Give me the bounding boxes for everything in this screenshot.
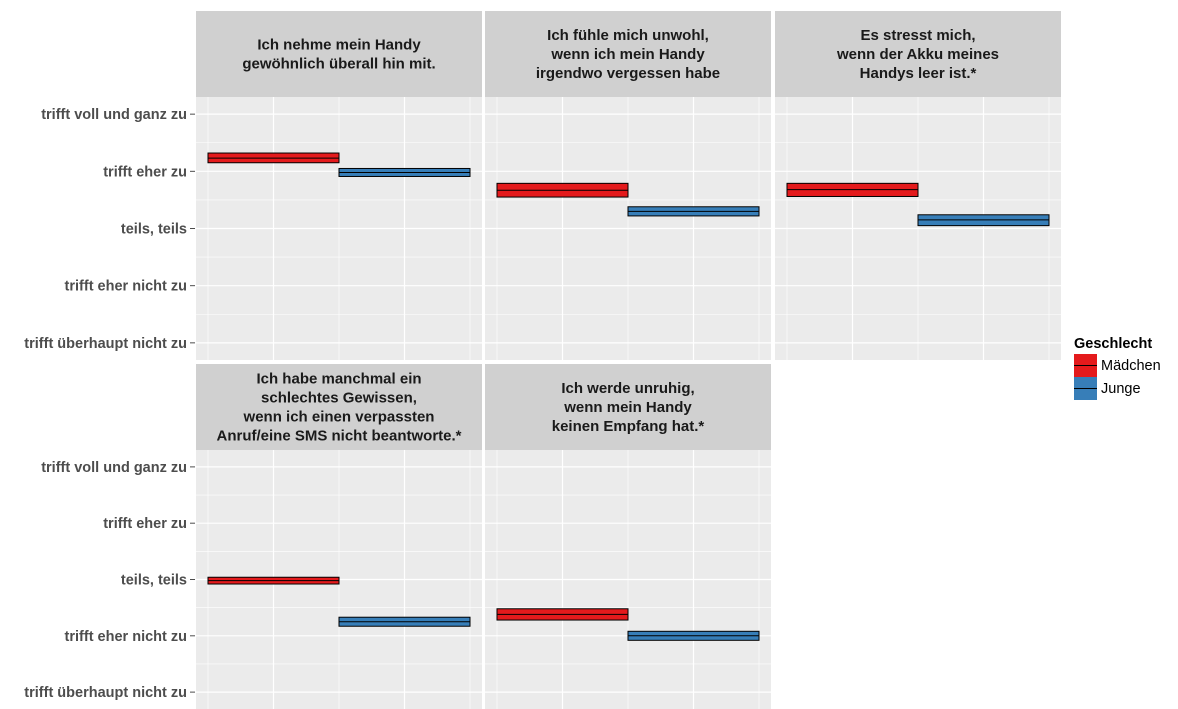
crossbar-junge bbox=[627, 206, 760, 217]
y-tick-label: trifft eher zu bbox=[103, 516, 187, 532]
panel-strip bbox=[485, 11, 771, 97]
y-tick-label: teils, teils bbox=[121, 222, 187, 238]
crossbar-mädchen bbox=[207, 152, 340, 164]
panel-title-line: Ich nehme mein Handy bbox=[257, 37, 421, 54]
panel-2: Ich fühle mich unwohl, wenn ich mein Hand… bbox=[485, 11, 771, 360]
panel-title-line: wenn der Akku meines bbox=[836, 46, 999, 63]
panel-title-line: wenn ich einen verpassten bbox=[243, 409, 435, 426]
y-tick-label: teils, teils bbox=[121, 573, 187, 589]
legend: Geschlecht Mädchen Junge bbox=[1074, 336, 1161, 400]
crossbar-junge bbox=[338, 616, 471, 627]
panel-strip bbox=[775, 11, 1061, 97]
y-axis-layer: trifft überhaupt nicht zu trifft eher nic… bbox=[24, 107, 195, 701]
y-tick-label: trifft voll und ganz zu bbox=[41, 460, 187, 476]
crossbar-mädchen bbox=[786, 182, 919, 197]
legend-label: Mädchen bbox=[1101, 358, 1161, 374]
panel-title-line: wenn mein Handy bbox=[563, 399, 692, 416]
y-tick-label: trifft überhaupt nicht zu bbox=[24, 336, 187, 352]
panel-5: Ich werde unruhig, wenn mein Handy keinen … bbox=[485, 364, 771, 709]
panel-title-line: keinen Empfang hat.* bbox=[552, 418, 705, 435]
y-tick-label: trifft eher nicht zu bbox=[65, 279, 187, 295]
y-tick-label: trifft voll und ganz zu bbox=[41, 107, 187, 123]
panel-title-line: wenn ich mein Handy bbox=[550, 46, 705, 63]
panel-title-line: gewöhnlich überall hin mit. bbox=[242, 56, 435, 73]
y-tick-label: trifft eher zu bbox=[103, 164, 187, 180]
panel-title-line: Ich habe manchmal ein bbox=[256, 371, 421, 388]
crossbar-junge bbox=[917, 214, 1050, 227]
panel-title-line: Handys leer ist.* bbox=[860, 65, 977, 82]
legend-key-mädchen: Mädchen bbox=[1074, 354, 1161, 377]
panel-title-line: Es stresst mich, bbox=[860, 27, 975, 44]
crossbar-mädchen bbox=[207, 576, 340, 585]
y-tick-label: trifft überhaupt nicht zu bbox=[24, 685, 187, 701]
legend-key-junge: Junge bbox=[1074, 377, 1141, 400]
crossbar-junge bbox=[338, 167, 471, 177]
panel-title-line: Ich werde unruhig, bbox=[561, 380, 694, 397]
panels-layer: Ich nehme mein Handy gewöhnlich überall h… bbox=[196, 11, 1061, 709]
crossbar-mädchen bbox=[496, 182, 629, 198]
panel-title-line: Anruf/eine SMS nicht beantworte.* bbox=[216, 428, 461, 445]
panel-title-line: schlechtes Gewissen, bbox=[261, 390, 417, 407]
panel-1: Ich nehme mein Handy gewöhnlich überall h… bbox=[196, 11, 482, 360]
panel-strip bbox=[196, 364, 482, 450]
panel-title-line: Ich fühle mich unwohl, bbox=[547, 27, 709, 44]
legend-title: Geschlecht bbox=[1074, 336, 1152, 352]
panel-3: Es stresst mich, wenn der Akku meines Hand… bbox=[775, 11, 1061, 360]
panel-4: Ich habe manchmal ein schlechtes Gewissen… bbox=[196, 364, 482, 709]
crossbar-junge bbox=[627, 630, 760, 641]
panel-title-line: irgendwo vergessen habe bbox=[536, 65, 720, 82]
panel-strip bbox=[485, 364, 771, 450]
panel-strip bbox=[196, 11, 482, 97]
y-tick-label: trifft eher nicht zu bbox=[65, 629, 187, 645]
crossbar-mädchen bbox=[496, 608, 629, 621]
legend-label: Junge bbox=[1101, 381, 1141, 397]
